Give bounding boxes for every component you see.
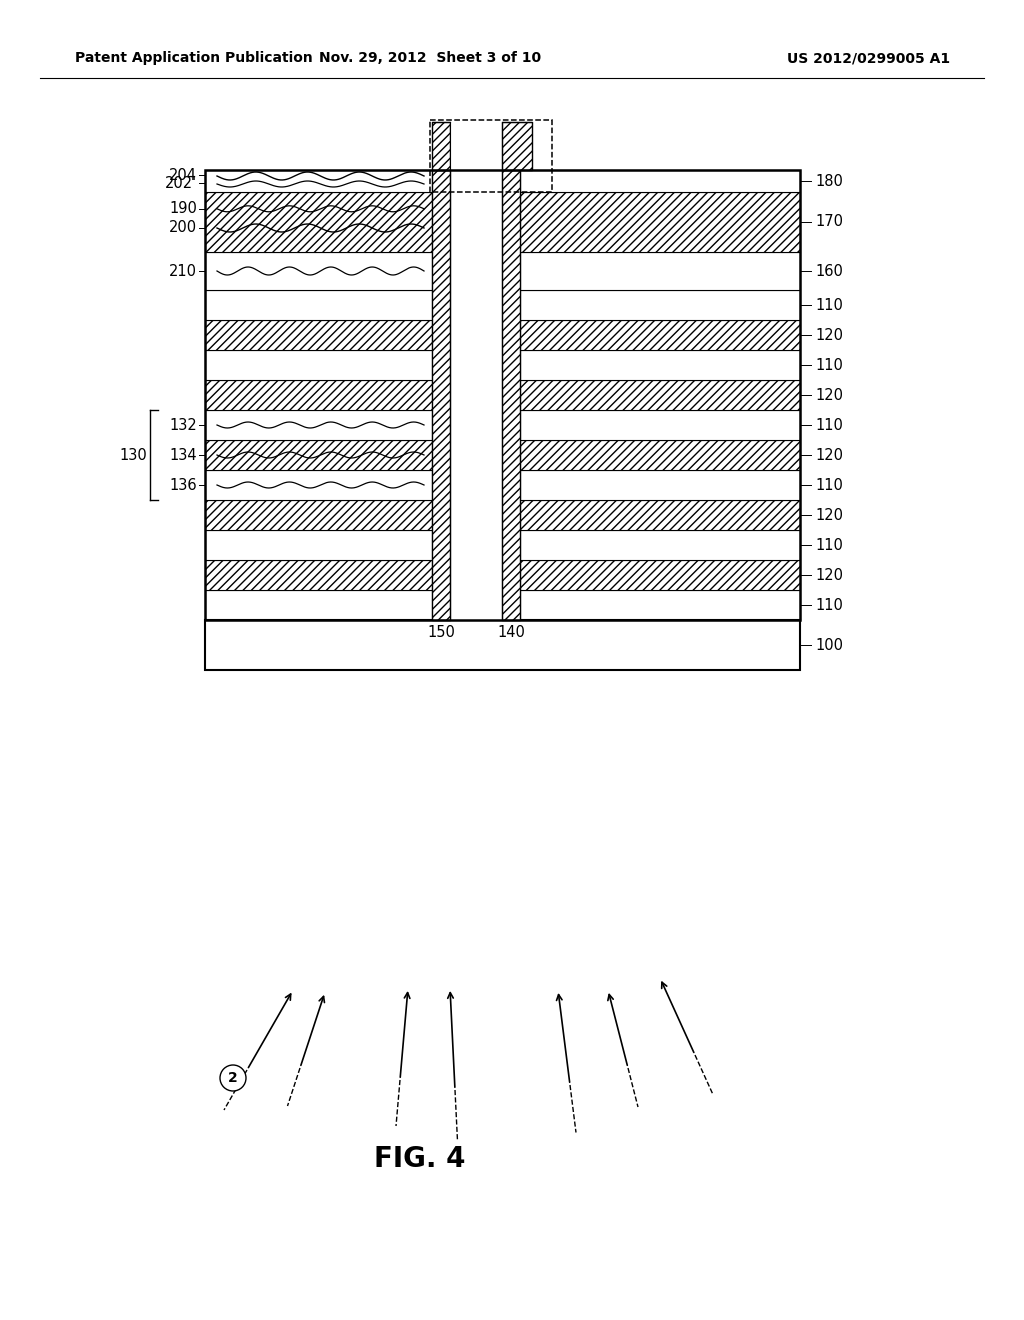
Text: 110: 110 (815, 297, 843, 313)
Bar (205, 170, 432, 191)
Bar (205, 411, 432, 440)
Bar (430, 120, 552, 191)
Text: 100: 100 (815, 638, 843, 652)
Bar (520, 380, 800, 411)
Bar (205, 170, 800, 620)
Bar (520, 590, 800, 620)
Bar (520, 500, 800, 531)
Bar (502, 121, 532, 170)
Text: 120: 120 (815, 327, 843, 342)
Bar (520, 470, 800, 500)
Text: 120: 120 (815, 568, 843, 582)
Text: 110: 110 (815, 598, 843, 612)
Text: 150: 150 (427, 624, 455, 640)
Bar (450, 121, 502, 170)
Text: Nov. 29, 2012  Sheet 3 of 10: Nov. 29, 2012 Sheet 3 of 10 (318, 51, 541, 65)
Bar (205, 252, 432, 290)
Bar (205, 560, 432, 590)
Bar (205, 440, 432, 470)
Bar (520, 252, 800, 290)
Text: 110: 110 (815, 537, 843, 553)
Bar (520, 170, 800, 191)
Bar (205, 590, 432, 620)
Text: US 2012/0299005 A1: US 2012/0299005 A1 (786, 51, 950, 65)
Bar (520, 290, 800, 319)
Bar (520, 411, 800, 440)
Bar (205, 350, 432, 380)
Bar (205, 380, 432, 411)
Bar (520, 319, 800, 350)
Text: 204: 204 (169, 168, 197, 182)
Bar (502, 170, 520, 620)
Text: 120: 120 (815, 388, 843, 403)
Bar (205, 470, 432, 500)
Text: 160: 160 (815, 264, 843, 279)
Bar (205, 500, 432, 531)
Bar (205, 531, 432, 560)
Text: Patent Application Publication: Patent Application Publication (75, 51, 312, 65)
Bar (520, 560, 800, 590)
Text: 110: 110 (815, 417, 843, 433)
Text: 110: 110 (815, 478, 843, 492)
Text: 170: 170 (815, 214, 843, 230)
Bar (205, 620, 800, 671)
Bar (432, 170, 450, 620)
Text: 200: 200 (169, 220, 197, 235)
Bar (205, 319, 432, 350)
Text: 180: 180 (815, 173, 843, 189)
Text: 140: 140 (497, 624, 525, 640)
Bar (205, 290, 432, 319)
Text: 120: 120 (815, 507, 843, 523)
Bar (520, 191, 800, 252)
Bar (520, 440, 800, 470)
Bar (450, 170, 502, 620)
Circle shape (220, 1065, 246, 1092)
Text: 120: 120 (815, 447, 843, 462)
Text: 134: 134 (169, 447, 197, 462)
Bar (520, 350, 800, 380)
Text: 210: 210 (169, 264, 197, 279)
Text: 130: 130 (119, 447, 147, 462)
Text: 190: 190 (169, 201, 197, 216)
Bar (205, 191, 432, 252)
Bar (520, 531, 800, 560)
Text: 132: 132 (169, 417, 197, 433)
Bar (432, 121, 450, 170)
Text: FIG. 4: FIG. 4 (374, 1144, 466, 1173)
Text: 136: 136 (169, 478, 197, 492)
Text: 110: 110 (815, 358, 843, 372)
Text: 2: 2 (228, 1071, 238, 1085)
Text: 202': 202' (165, 176, 197, 190)
